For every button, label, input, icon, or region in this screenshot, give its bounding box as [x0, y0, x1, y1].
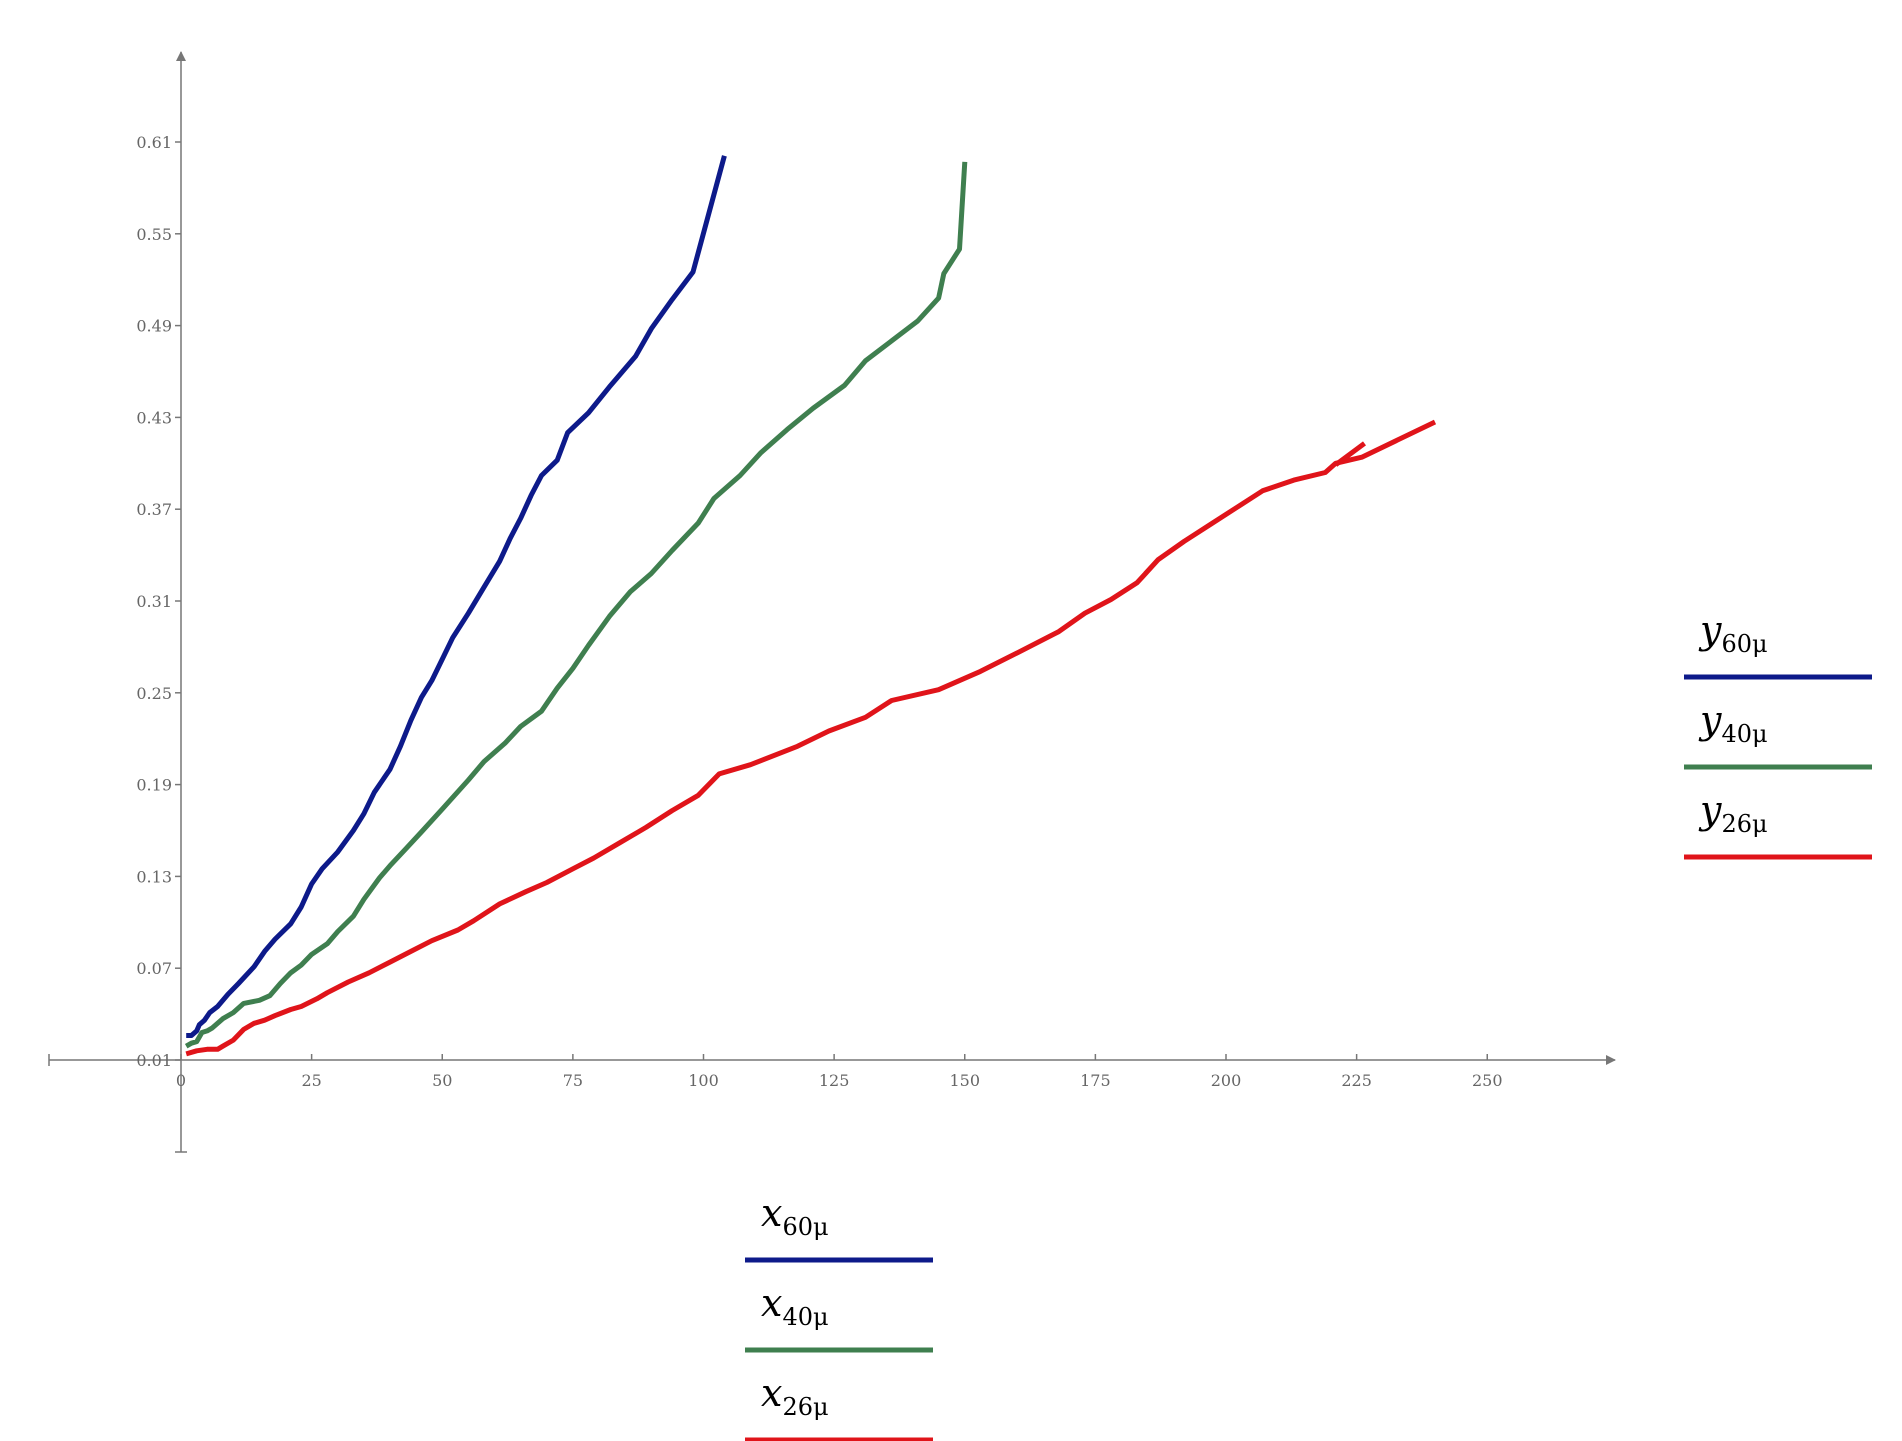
x-tick-label: 125 [819, 1071, 850, 1090]
y-legend-item-label-subscript: 26μ [1721, 810, 1767, 838]
x-tick-label: 75 [563, 1071, 583, 1090]
y-tick-label: 0.37 [136, 500, 172, 519]
x-legend-item-label-base: x [761, 1371, 782, 1415]
series-line-0 [186, 155, 727, 1038]
y-tick-label: 0.49 [136, 317, 172, 336]
x-tick-label: 150 [949, 1071, 980, 1090]
x-tick-label: 50 [432, 1071, 452, 1090]
axes: 0 25 50 75 100 125 150 175 200 225 250 0.01 0.07 0.13… [48, 51, 1616, 1153]
x-tick-label: 250 [1472, 1071, 1503, 1090]
x-tick-label: 0 [176, 1071, 186, 1090]
x-legend-item-label-base: x [761, 1281, 782, 1325]
x-tick-label: 200 [1211, 1071, 1242, 1090]
y-legend-item-label-subscript: 40μ [1721, 720, 1767, 748]
series-line-2 [185, 419, 1437, 1057]
x-legend-item-label-subscript: 40μ [782, 1303, 828, 1331]
x-tick-label: 225 [1341, 1071, 1372, 1090]
series-line-3 [1334, 441, 1366, 467]
y-legend-item-label-subscript: 60μ [1721, 630, 1767, 658]
x-legend-item-label: x40μ [761, 1281, 829, 1331]
y-tick-label: 0.13 [136, 867, 172, 886]
y-legend-item-label: y40μ [1698, 698, 1768, 748]
y-legend-item-label: y60μ [1698, 608, 1768, 658]
y-legend-item-label-base: y [1698, 788, 1722, 832]
y-tick-label: 0.07 [136, 959, 172, 978]
y-tick-label: 0.43 [136, 408, 172, 427]
y-tick-label: 0.55 [136, 225, 172, 244]
series-layer [184, 155, 1437, 1057]
x-legend-item-label-subscript: 60μ [782, 1213, 828, 1241]
y-tick-label: 0.25 [136, 684, 172, 703]
x-legend-item-label: x26μ [761, 1371, 829, 1421]
x-legend-item-label: x60μ [761, 1191, 829, 1241]
x-legend-item-label-base: x [761, 1191, 782, 1235]
y-tick-label: 0.01 [136, 1051, 172, 1070]
y-tick-label: 0.31 [136, 592, 172, 611]
y-legend-item-label-base: y [1698, 608, 1722, 652]
x-legend-item-label-subscript: 26μ [782, 1393, 828, 1421]
x-tick-label: 25 [301, 1071, 321, 1090]
x-tick-label: 175 [1080, 1071, 1111, 1090]
y-legend-item-label: y26μ [1698, 788, 1768, 838]
series-line-1 [184, 161, 968, 1049]
x-tick-label: 100 [688, 1071, 719, 1090]
y-tick-label: 0.61 [136, 133, 172, 152]
y-tick-label: 0.19 [136, 776, 172, 795]
y-legend-item-label-base: y [1698, 698, 1722, 742]
